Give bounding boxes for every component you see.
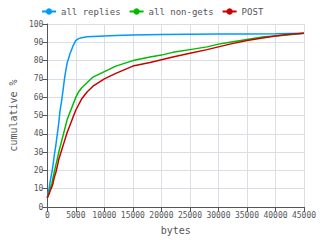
svg-text:90: 90	[34, 38, 44, 47]
svg-text:bytes: bytes	[161, 225, 191, 236]
svg-text:POST: POST	[242, 7, 264, 17]
svg-text:80: 80	[34, 56, 44, 65]
svg-text:50: 50	[34, 111, 44, 120]
svg-text:100: 100	[29, 20, 44, 29]
svg-text:5000: 5000	[66, 211, 85, 220]
svg-text:10000: 10000	[92, 211, 116, 220]
svg-text:0: 0	[45, 211, 50, 220]
svg-text:30000: 30000	[206, 211, 230, 220]
svg-text:35000: 35000	[235, 211, 259, 220]
svg-text:cumulative %: cumulative %	[8, 79, 19, 151]
svg-text:25000: 25000	[178, 211, 202, 220]
svg-text:40000: 40000	[263, 211, 287, 220]
svg-text:all replies: all replies	[61, 7, 121, 17]
svg-text:0: 0	[39, 203, 44, 212]
svg-text:60: 60	[34, 93, 44, 102]
svg-text:10: 10	[34, 184, 44, 193]
svg-text:45000: 45000	[292, 211, 316, 220]
svg-text:30: 30	[34, 148, 44, 157]
svg-text:40: 40	[34, 129, 44, 138]
svg-text:20: 20	[34, 166, 44, 175]
svg-text:all non-gets: all non-gets	[149, 7, 214, 17]
svg-text:15000: 15000	[121, 211, 145, 220]
svg-text:20000: 20000	[149, 211, 173, 220]
svg-text:70: 70	[34, 74, 44, 83]
